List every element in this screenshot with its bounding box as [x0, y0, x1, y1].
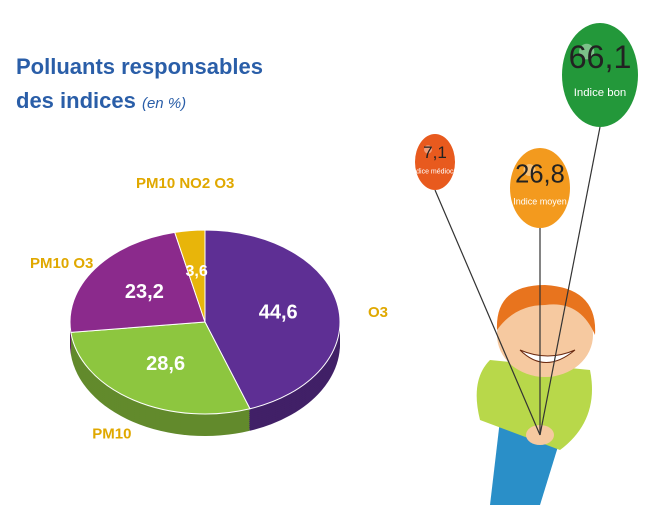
balloon	[510, 148, 570, 228]
boy-head	[497, 293, 593, 377]
balloon-label: Indice moyen	[513, 196, 567, 206]
chart-title-block: Polluants responsables des indices (en %…	[16, 50, 276, 121]
category-label: PM10	[92, 425, 131, 442]
balloon-highlight	[424, 145, 432, 154]
boy-hair	[496, 285, 596, 335]
category-label: O3	[368, 304, 388, 321]
balloon-value: 26,8	[515, 161, 565, 189]
pie-slice	[174, 229, 206, 323]
balloon-label: Indice bon	[574, 87, 627, 99]
boy	[476, 285, 596, 505]
balloon	[562, 23, 638, 127]
category-label: PM10 NO2 O3	[136, 175, 234, 192]
boy-mouth	[519, 349, 576, 363]
data-label: 3,6	[185, 263, 207, 280]
pie-slice	[70, 321, 251, 415]
category-label: PM10 O3	[30, 255, 93, 272]
pie-slice	[69, 231, 206, 333]
chart-subtitle: (en %)	[141, 95, 187, 112]
balloon-label: Indice médiocre	[410, 169, 460, 176]
pie-slice	[204, 229, 341, 410]
balloon-string	[434, 189, 541, 436]
balloon-highlight	[523, 164, 536, 176]
data-label: 28,6	[146, 353, 185, 375]
balloon-highlight	[579, 43, 595, 60]
balloon-string	[539, 126, 601, 436]
chart-title: Polluants responsables des indices	[16, 54, 263, 113]
boy-shirt	[476, 360, 592, 450]
data-label: 23,2	[125, 281, 164, 303]
balloon	[415, 134, 455, 190]
balloon-value: 66,1	[569, 39, 632, 75]
data-label: 44,6	[259, 302, 298, 324]
balloon-value: 7,1	[423, 143, 447, 162]
